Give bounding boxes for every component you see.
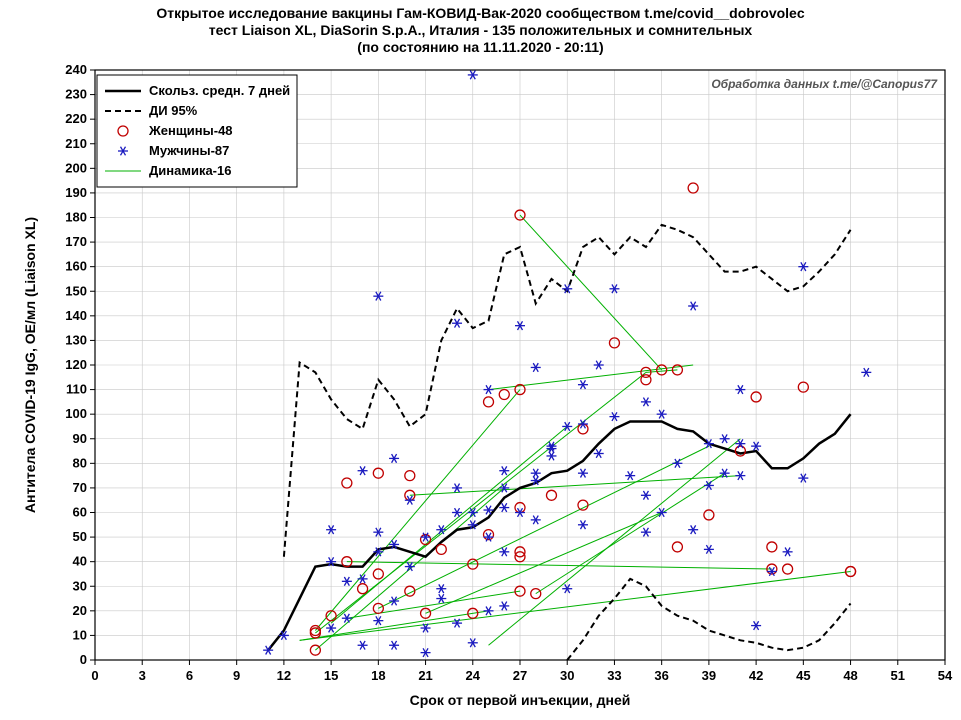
- legend-label: ДИ 95%: [149, 103, 198, 118]
- y-tick-label: 150: [65, 283, 87, 298]
- y-tick-label: 90: [73, 431, 87, 446]
- chart-title-line: Открытое исследование вакцины Гам-КОВИД-…: [156, 5, 804, 21]
- y-tick-label: 140: [65, 308, 87, 323]
- y-tick-label: 60: [73, 505, 87, 520]
- y-tick-label: 70: [73, 480, 87, 495]
- chart-title-line: (по состоянию на 11.11.2020 - 20:11): [357, 39, 603, 55]
- y-tick-label: 160: [65, 259, 87, 274]
- y-tick-label: 190: [65, 185, 87, 200]
- y-tick-label: 120: [65, 357, 87, 372]
- y-tick-label: 240: [65, 62, 87, 77]
- x-tick-label: 27: [513, 668, 527, 683]
- x-tick-label: 18: [371, 668, 385, 683]
- x-tick-label: 21: [418, 668, 432, 683]
- x-tick-label: 15: [324, 668, 338, 683]
- legend-label: Динамика-16: [149, 163, 231, 178]
- y-tick-label: 40: [73, 554, 87, 569]
- y-tick-label: 10: [73, 627, 87, 642]
- x-tick-label: 54: [938, 668, 953, 683]
- y-tick-label: 80: [73, 455, 87, 470]
- x-tick-label: 12: [277, 668, 291, 683]
- y-tick-label: 30: [73, 578, 87, 593]
- x-tick-label: 30: [560, 668, 574, 683]
- watermark-text: Обработка данных t.me/@Canopus77: [711, 77, 938, 91]
- x-tick-label: 42: [749, 668, 763, 683]
- chart-container: Открытое исследование вакцины Гам-КОВИД-…: [0, 0, 961, 720]
- y-tick-label: 110: [66, 382, 87, 397]
- x-tick-label: 9: [233, 668, 240, 683]
- x-tick-label: 24: [466, 668, 481, 683]
- legend-label: Женщины-48: [148, 123, 233, 138]
- legend-label: Скольз. средн. 7 дней: [149, 83, 290, 98]
- x-tick-label: 3: [139, 668, 146, 683]
- x-tick-label: 48: [843, 668, 857, 683]
- chart-title-line: тест Liaison XL, DiaSorin S.p.A., Италия…: [209, 22, 753, 38]
- y-tick-label: 0: [80, 652, 87, 667]
- x-tick-label: 36: [654, 668, 668, 683]
- x-tick-label: 51: [891, 668, 905, 683]
- x-axis-label: Срок от первой инъекции, дней: [410, 692, 631, 708]
- x-tick-label: 39: [702, 668, 716, 683]
- y-axis-label: Антитела COVID-19 IgG, OE/мл (Liaison XL…: [22, 217, 38, 513]
- y-tick-label: 180: [65, 210, 87, 225]
- x-tick-label: 0: [91, 668, 98, 683]
- legend-label: Мужчины-87: [149, 143, 229, 158]
- y-tick-label: 170: [65, 234, 87, 249]
- y-tick-label: 50: [73, 529, 87, 544]
- x-tick-label: 33: [607, 668, 621, 683]
- y-tick-label: 220: [65, 111, 87, 126]
- legend: Скольз. средн. 7 дней ДИ 95% Женщины-48 Муж…: [97, 75, 297, 187]
- y-tick-label: 130: [65, 332, 87, 347]
- y-tick-label: 210: [65, 136, 87, 151]
- y-tick-label: 230: [65, 87, 87, 102]
- y-tick-label: 100: [65, 406, 87, 421]
- y-tick-label: 200: [65, 160, 87, 175]
- y-tick-label: 20: [73, 603, 87, 618]
- x-tick-label: 6: [186, 668, 193, 683]
- scatter-chart: Открытое исследование вакцины Гам-КОВИД-…: [0, 0, 961, 720]
- x-tick-label: 45: [796, 668, 810, 683]
